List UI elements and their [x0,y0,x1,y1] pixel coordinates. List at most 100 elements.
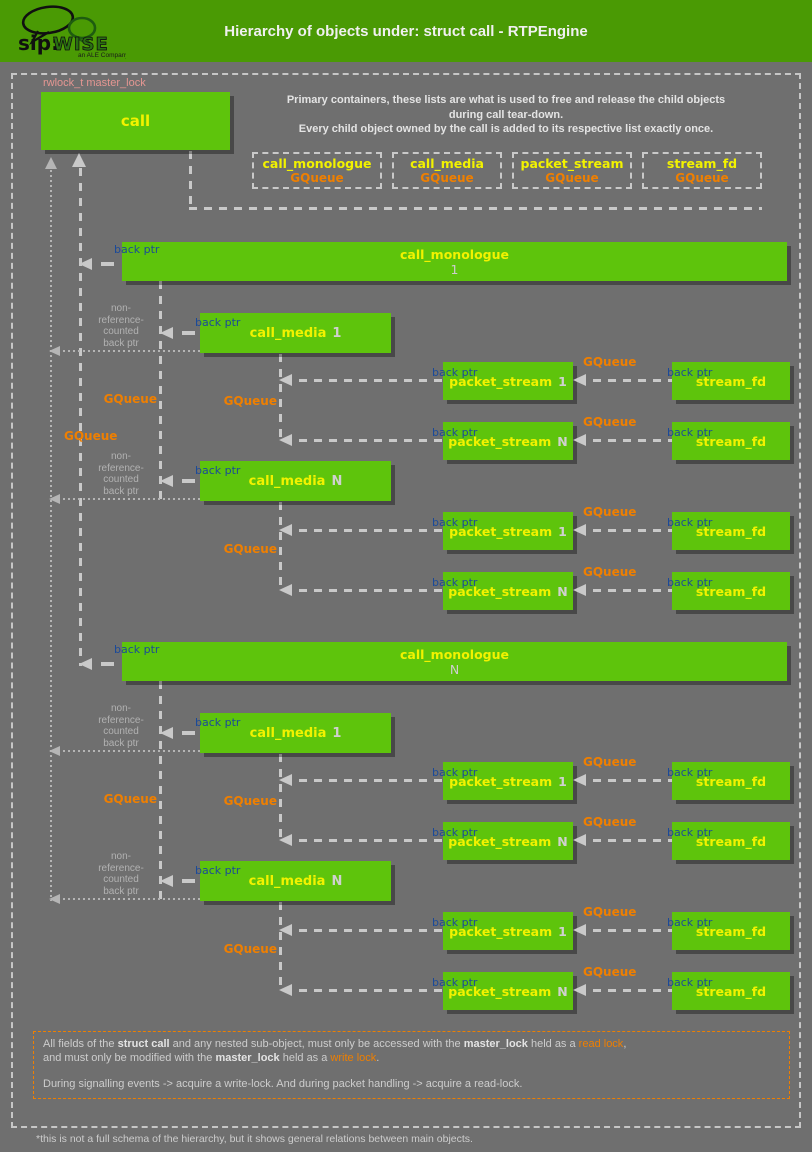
non-ref-label: non- reference- counted back ptr [98,851,144,897]
intro-text: Primary containers, these lists are what… [248,93,764,137]
gqueue-label: GQueue [583,565,637,579]
arrow-left-icon [573,524,586,536]
arrow-left-icon [279,374,292,386]
arrow-left-icon [573,984,586,996]
gqueue-label: GQueue [583,965,637,979]
container-box-call-media: call_media GQueue [392,152,502,189]
back-ptr-label: back ptr [667,576,713,589]
box-index: N [557,583,568,599]
back-ptr-line [284,839,443,842]
arrow-left-icon [279,434,292,446]
gqueue-line [578,989,672,992]
box-title: packet_stream [449,523,553,539]
box-title: call_media [248,473,326,489]
container-name: stream_fd [666,155,738,171]
arrow-left-icon [279,984,292,996]
back-ptr-line [284,439,443,442]
back-ptr-dash [101,262,114,266]
arrow-left-icon [79,258,92,270]
container-box-packet-stream: packet_stream GQueue [512,152,632,189]
gqueue-line [578,779,672,782]
gqueue-line [578,439,672,442]
container-type: GQueue [675,170,729,185]
back-ptr-line [284,929,443,932]
box-index: N [557,833,568,849]
packet-stream-1-box: packet_stream 1 [443,912,573,950]
arrow-left-icon [573,584,586,596]
back-ptr-label: back ptr [432,976,478,989]
container-box-call-monologue: call_monologue GQueue [252,152,382,189]
back-ptr-label: back ptr [432,766,478,779]
container-name: packet_stream [520,155,624,171]
gqueue-label: GQueue [583,415,637,429]
arrow-left-icon [279,774,292,786]
back-ptr-label: back ptr [432,516,478,529]
container-connector-line [189,151,192,209]
intro-line: during call tear-down. [448,108,564,121]
back-ptr-line [79,168,82,666]
back-ptr-dash [182,479,195,483]
box-title: call_media [249,325,327,341]
box-index: N [557,433,568,449]
gqueue-line [159,681,162,901]
non-ref-back-ptr-line [50,170,52,901]
box-index: 1 [558,923,567,939]
box-title: packet_stream [449,923,553,939]
box-title: stream_fd [695,833,767,849]
stream-fd-box: stream_fd [672,512,790,550]
back-ptr-label: back ptr [667,916,713,929]
call-box-label: call [120,112,151,130]
box-title: packet_stream [449,373,553,389]
gqueue-label: GQueue [583,355,637,369]
gqueue-label: GQueue [583,905,637,919]
arrow-left-icon [79,658,92,670]
stream-fd-box: stream_fd [672,572,790,610]
gqueue-label: GQueue [223,942,277,956]
stream-fd-box: stream_fd [672,912,790,950]
back-ptr-dash [182,879,195,883]
gqueue-line [578,839,672,842]
arrow-left-icon [279,924,292,936]
back-ptr-label: back ptr [667,426,713,439]
brand-text: sip: [18,31,59,55]
arrow-left-icon [49,346,60,356]
box-title: packet_stream [448,833,552,849]
arrow-left-icon [49,894,60,904]
sipwise-logo: sip: WISE an ALE Company [18,5,126,59]
notes-line: and must only be modified with the maste… [43,1051,380,1064]
packet-stream-1-box: packet_stream 1 [443,762,573,800]
gqueue-label: GQueue [103,792,157,806]
container-connector-line [189,207,762,210]
header-bar: Hierarchy of objects under: struct call … [0,0,812,62]
back-ptr-label: back ptr [667,976,713,989]
gqueue-label: GQueue [223,394,277,408]
stream-fd-box: stream_fd [672,822,790,860]
arrow-left-icon [279,524,292,536]
container-type: GQueue [420,170,474,185]
back-ptr-label: back ptr [667,766,713,779]
box-index: N [557,983,568,999]
call-media-N-box: call_media N [200,861,391,901]
arrow-left-icon [279,584,292,596]
box-title: stream_fd [695,373,767,389]
arrow-left-icon [573,774,586,786]
call-media-1-box: call_media 1 [200,313,391,353]
container-type: GQueue [290,170,344,185]
gqueue-line [578,589,672,592]
gqueue-line [159,281,162,501]
arrow-left-icon [279,834,292,846]
arrow-left-icon [573,434,586,446]
packet-stream-1-box: packet_stream 1 [443,362,573,400]
packet-stream-N-box: packet_stream N [443,822,573,860]
rwlock-label: rwlock_t master_lock [43,77,146,89]
gqueue-line [279,354,282,443]
back-ptr-line [284,589,443,592]
arrow-left-icon [160,327,173,339]
gqueue-line [279,754,282,843]
box-index: 1 [558,373,567,389]
back-ptr-label: back ptr [432,826,478,839]
non-ref-line [58,898,200,900]
notes-line: During signalling events -> acquire a wr… [43,1078,523,1090]
packet-stream-N-box: packet_stream N [443,422,573,460]
back-ptr-line [284,779,443,782]
